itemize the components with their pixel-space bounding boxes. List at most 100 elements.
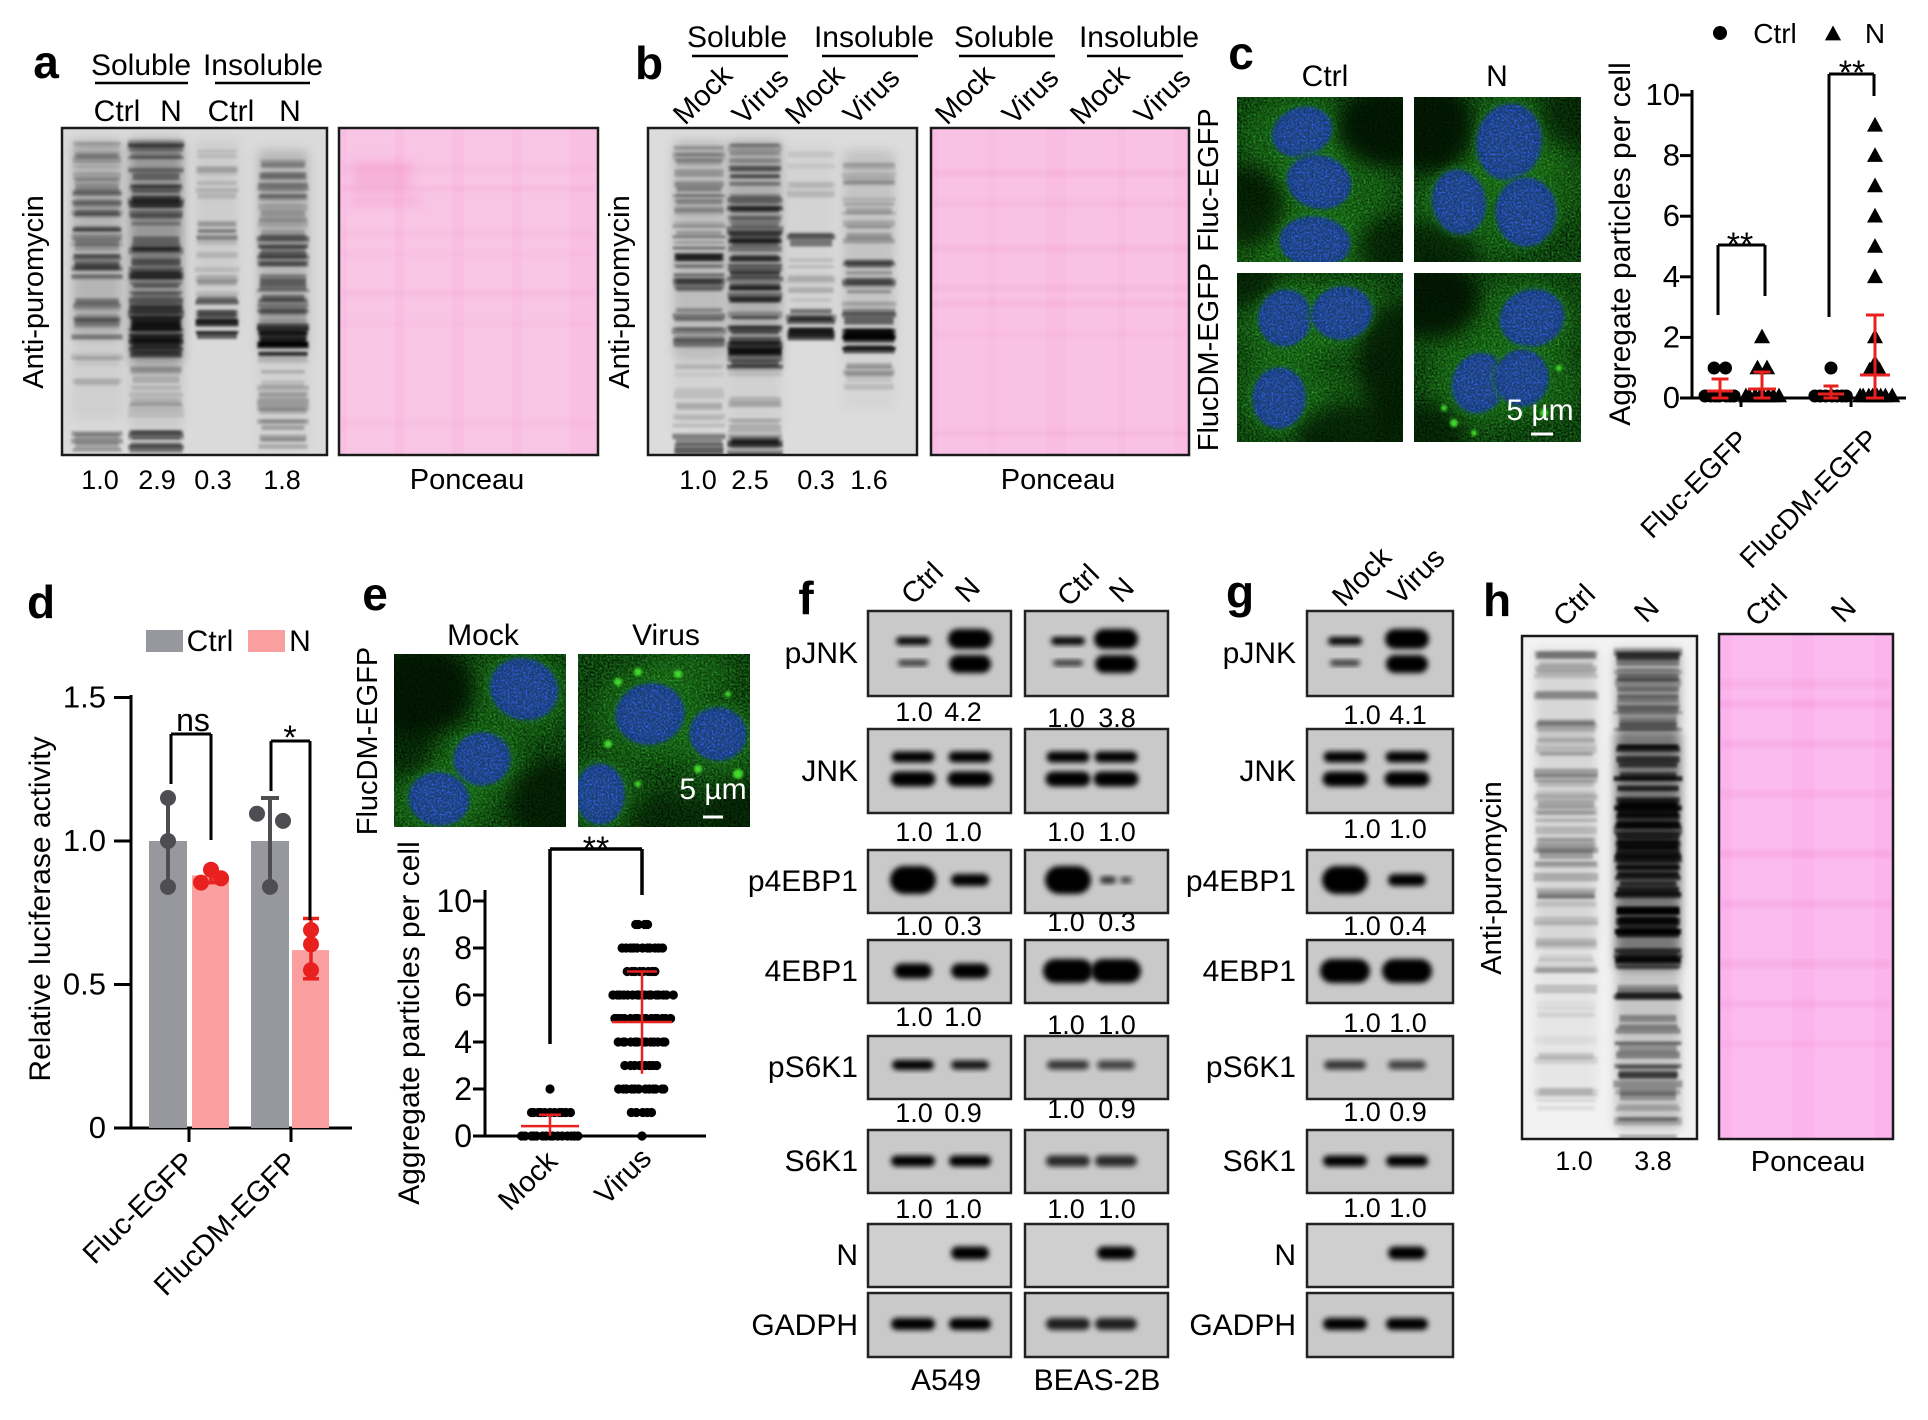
svg-text:f: f (798, 572, 814, 624)
svg-text:GADPH: GADPH (1189, 1309, 1296, 1342)
svg-text:Insoluble: Insoluble (1079, 21, 1199, 54)
svg-text:d: d (27, 576, 55, 628)
svg-text:Ctrl: Ctrl (208, 95, 255, 128)
svg-text:**: ** (1839, 54, 1865, 92)
svg-text:6: 6 (454, 977, 472, 1013)
svg-text:10: 10 (436, 883, 472, 919)
svg-text:h: h (1483, 574, 1511, 626)
svg-text:0.3: 0.3 (194, 465, 232, 495)
svg-text:JNK: JNK (1239, 755, 1296, 788)
svg-text:1.0: 1.0 (944, 1194, 982, 1224)
svg-text:GADPH: GADPH (751, 1309, 858, 1342)
svg-text:a: a (33, 36, 59, 88)
svg-text:N: N (836, 1239, 858, 1272)
svg-text:1.0: 1.0 (895, 911, 933, 941)
svg-text:1.0: 1.0 (1098, 1010, 1136, 1040)
svg-text:1.0: 1.0 (1343, 700, 1381, 730)
svg-text:Anti-puromycin: Anti-puromycin (1476, 781, 1508, 974)
svg-text:N: N (1865, 18, 1885, 49)
svg-text:Aggregate particles per cell: Aggregate particles per cell (393, 841, 426, 1205)
svg-text:Soluble: Soluble (954, 21, 1054, 54)
svg-text:g: g (1226, 566, 1254, 618)
svg-text:A549: A549 (911, 1364, 981, 1397)
svg-text:2.9: 2.9 (138, 465, 176, 495)
svg-text:2: 2 (1663, 319, 1680, 354)
svg-text:1.0: 1.0 (1047, 907, 1085, 937)
svg-text:0.4: 0.4 (1389, 911, 1427, 941)
svg-text:1.6: 1.6 (850, 465, 888, 495)
svg-text:4: 4 (1663, 259, 1680, 294)
svg-text:1.0: 1.0 (1047, 1010, 1085, 1040)
svg-text:Ctrl: Ctrl (1753, 18, 1797, 49)
svg-text:N: N (289, 625, 311, 658)
svg-text:1.0: 1.0 (944, 817, 982, 847)
svg-text:1.0: 1.0 (1343, 814, 1381, 844)
svg-text:0.9: 0.9 (944, 1098, 982, 1128)
svg-text:Relative luciferase activity: Relative luciferase activity (24, 736, 57, 1081)
svg-text:0.9: 0.9 (1389, 1097, 1427, 1127)
svg-text:0: 0 (454, 1118, 472, 1154)
svg-text:Ctrl: Ctrl (187, 625, 234, 658)
svg-text:1.0: 1.0 (895, 817, 933, 847)
svg-text:4.2: 4.2 (944, 697, 982, 727)
svg-text:Ctrl: Ctrl (1302, 60, 1349, 93)
svg-text:0.3: 0.3 (797, 465, 835, 495)
svg-text:10: 10 (1646, 77, 1680, 112)
svg-text:Ponceau: Ponceau (1751, 1146, 1866, 1178)
svg-text:1.0: 1.0 (1389, 1193, 1427, 1223)
svg-text:Anti-puromycin: Anti-puromycin (604, 195, 636, 388)
svg-text:6: 6 (1663, 198, 1680, 233)
svg-text:1.0: 1.0 (1098, 1194, 1136, 1224)
svg-text:1.0: 1.0 (1343, 911, 1381, 941)
svg-text:2: 2 (454, 1071, 472, 1107)
svg-text:3.8: 3.8 (1098, 703, 1136, 733)
svg-text:N: N (1274, 1239, 1296, 1272)
svg-text:1.0: 1.0 (1047, 817, 1085, 847)
svg-text:1.0: 1.0 (895, 1002, 933, 1032)
svg-text:pJNK: pJNK (1223, 637, 1296, 670)
svg-text:p4EBP1: p4EBP1 (748, 865, 858, 898)
svg-text:pJNK: pJNK (785, 637, 858, 670)
svg-text:1.0: 1.0 (895, 1194, 933, 1224)
svg-text:1.0: 1.0 (1047, 1094, 1085, 1124)
svg-text:S6K1: S6K1 (785, 1145, 858, 1178)
svg-text:1.0: 1.0 (895, 697, 933, 727)
svg-text:1.0: 1.0 (1389, 814, 1427, 844)
svg-text:BEAS-2B: BEAS-2B (1034, 1364, 1161, 1397)
svg-text:4EBP1: 4EBP1 (1203, 955, 1296, 988)
svg-text:JNK: JNK (801, 755, 858, 788)
svg-text:2.5: 2.5 (731, 465, 769, 495)
svg-text:4.1: 4.1 (1389, 700, 1427, 730)
svg-text:p4EBP1: p4EBP1 (1186, 865, 1296, 898)
svg-text:0.9: 0.9 (1098, 1094, 1136, 1124)
svg-text:Soluble: Soluble (687, 21, 787, 54)
svg-text:1.5: 1.5 (63, 680, 106, 715)
svg-text:**: ** (1727, 226, 1753, 264)
svg-text:**: ** (583, 830, 609, 868)
svg-text:4: 4 (454, 1024, 472, 1060)
svg-text:b: b (635, 37, 663, 89)
svg-text:1.0: 1.0 (1343, 1193, 1381, 1223)
svg-text:ns: ns (176, 702, 210, 738)
svg-text:1.0: 1.0 (679, 465, 717, 495)
svg-text:Virus: Virus (632, 619, 700, 652)
svg-text:0.5: 0.5 (63, 967, 106, 1002)
svg-text:N: N (1486, 60, 1508, 93)
svg-text:Mock: Mock (447, 619, 520, 652)
svg-text:0: 0 (1663, 380, 1680, 415)
svg-text:N: N (160, 95, 182, 128)
svg-text:e: e (362, 568, 388, 620)
svg-text:4EBP1: 4EBP1 (765, 955, 858, 988)
svg-text:1.0: 1.0 (1343, 1097, 1381, 1127)
svg-text:Ctrl: Ctrl (94, 95, 141, 128)
svg-text:1.0: 1.0 (1343, 1008, 1381, 1038)
svg-text:*: * (283, 719, 296, 757)
svg-text:c: c (1228, 27, 1254, 79)
svg-text:FlucDM-EGFP: FlucDM-EGFP (352, 647, 384, 836)
svg-text:Soluble: Soluble (91, 49, 191, 82)
svg-text:8: 8 (454, 930, 472, 966)
svg-text:Insoluble: Insoluble (203, 49, 323, 82)
svg-text:5 µm: 5 µm (1506, 394, 1573, 427)
svg-text:1.0: 1.0 (1389, 1008, 1427, 1038)
svg-text:0.3: 0.3 (1098, 907, 1136, 937)
